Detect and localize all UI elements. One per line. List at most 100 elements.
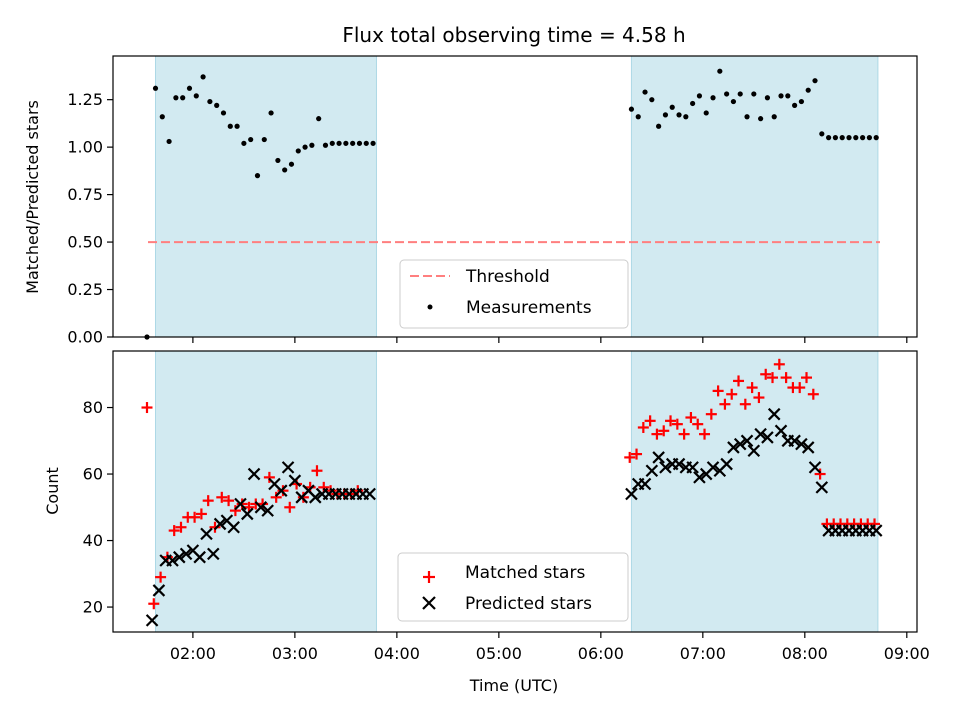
- ratio-y-axis-label: Matched/Predicted stars: [23, 100, 42, 294]
- predicted-star-marker: [706, 461, 720, 474]
- ratio-y-tick-label: 0.50: [67, 233, 103, 252]
- measurement-point: [866, 135, 873, 141]
- matched-star-marker: [767, 372, 779, 384]
- predicted-star-marker: [193, 550, 206, 564]
- count-y-tick-label: 40: [83, 531, 103, 550]
- measurement-point: [322, 142, 329, 148]
- predicted-star-marker: [672, 457, 686, 471]
- ratio-x-ticks: [192, 337, 908, 343]
- matched-star-marker: [229, 505, 241, 517]
- matched-star-marker: [223, 495, 235, 507]
- matched-star-marker: [814, 468, 826, 480]
- measurement-point: [676, 112, 682, 118]
- measurement-point: [329, 140, 335, 146]
- measurement-point: [268, 110, 274, 116]
- predicted-star-marker: [145, 614, 159, 627]
- x-tick-label: 02:00: [170, 644, 216, 663]
- matched-star-marker: [155, 571, 167, 583]
- count-axes-frame: [112, 350, 918, 633]
- matched-legend-label: Matched stars: [465, 563, 585, 583]
- measurement-point: [798, 98, 805, 105]
- measurement-point: [764, 95, 771, 101]
- ratio-observing-window-2: [630, 55, 879, 338]
- predicted-star-marker: [869, 524, 883, 537]
- measurement-point: [703, 110, 709, 116]
- matched-star-marker: [202, 495, 214, 507]
- predicted-star-marker: [720, 457, 733, 471]
- predicted-legend-label: Predicted stars: [465, 594, 592, 614]
- x-axis-label: Time (UTC): [469, 676, 558, 695]
- measurement-point: [193, 93, 199, 99]
- x-tick-label: 03:00: [272, 644, 318, 663]
- predicted-star-marker: [241, 507, 254, 521]
- ratio-axes-frame: [112, 55, 918, 338]
- matched-star-marker: [712, 385, 724, 397]
- predicted-star-marker: [645, 464, 659, 477]
- predicted-star-marker: [200, 527, 213, 541]
- measurement-point: [805, 87, 811, 93]
- matched-legend-swatch: [423, 571, 435, 583]
- measurement-point: [220, 110, 227, 116]
- predicted-star-marker: [152, 584, 166, 597]
- predicted-star-marker: [795, 437, 808, 451]
- measurement-point: [819, 131, 825, 137]
- matched-star-marker: [773, 358, 785, 370]
- count-observing-window-2: [630, 350, 879, 633]
- predicted-star-marker: [808, 461, 822, 474]
- measurement-point: [717, 68, 723, 74]
- measurement-point: [295, 148, 301, 154]
- ratio-y-tick-label: 0.00: [67, 328, 103, 347]
- count-y-ticks: 20 40 60 80: [83, 398, 113, 617]
- matched-star-marker: [175, 521, 187, 533]
- matched-star-marker: [671, 418, 683, 430]
- matched-star-marker: [297, 491, 309, 503]
- matched-star-marker: [658, 425, 670, 437]
- measurement-point: [724, 91, 730, 97]
- matched-star-marker: [189, 511, 201, 523]
- measurement-point: [778, 93, 784, 99]
- measurement-point: [812, 78, 818, 84]
- predicted-star-marker: [179, 547, 193, 561]
- matched-star-marker: [746, 382, 758, 394]
- measurement-point: [690, 100, 696, 107]
- count-y-tick-label: 20: [83, 598, 103, 617]
- predicted-star-marker: [754, 427, 767, 441]
- predicted-star-marker: [625, 487, 638, 501]
- measurement-point: [873, 135, 879, 141]
- count-x-ticks: 02:00 03:00 04:00 05:00 06:00 07:00 08:00 09:00: [170, 632, 930, 663]
- measurement-point: [234, 123, 240, 129]
- predicted-star-marker: [788, 434, 801, 448]
- matched-star-marker: [733, 375, 745, 387]
- matched-star-marker: [236, 498, 248, 510]
- measurement-point: [826, 135, 832, 141]
- matched-star-marker: [780, 372, 792, 384]
- matched-star-marker: [168, 525, 180, 537]
- matched-star-marker: [141, 402, 153, 414]
- measurement-point: [356, 140, 363, 146]
- threshold-legend-label: Threshold: [465, 267, 550, 287]
- measurement-point: [785, 93, 791, 99]
- ratio-panel: 0.00 0.25 0.50 0.75 1.00 1.25 Matched/Predict…: [23, 55, 918, 347]
- measurement-point: [302, 144, 308, 150]
- measurement-point: [662, 112, 669, 118]
- ratio-y-tick-label: 0.25: [67, 280, 103, 299]
- measurement-point: [628, 106, 635, 112]
- measurement-point: [751, 91, 757, 97]
- matched-star-marker: [644, 415, 656, 427]
- predicted-star-marker: [275, 484, 288, 497]
- ratio-observing-window-1: [154, 55, 377, 338]
- measurement-point: [832, 135, 839, 141]
- predicted-star-marker: [261, 504, 274, 517]
- predicted-star-marker: [801, 441, 815, 454]
- x-tick-label: 06:00: [578, 644, 624, 663]
- predicted-star-marker: [686, 461, 699, 474]
- measurement-point: [200, 74, 206, 80]
- matched-star-marker: [665, 415, 677, 427]
- predicted-star-marker: [733, 437, 747, 451]
- measurement-point: [241, 140, 247, 146]
- predicted-star-markers: [145, 407, 883, 627]
- measurement-point: [350, 140, 356, 146]
- ratio-legend: Threshold Measurements: [399, 259, 629, 329]
- measurement-legend-label: Measurements: [466, 298, 592, 318]
